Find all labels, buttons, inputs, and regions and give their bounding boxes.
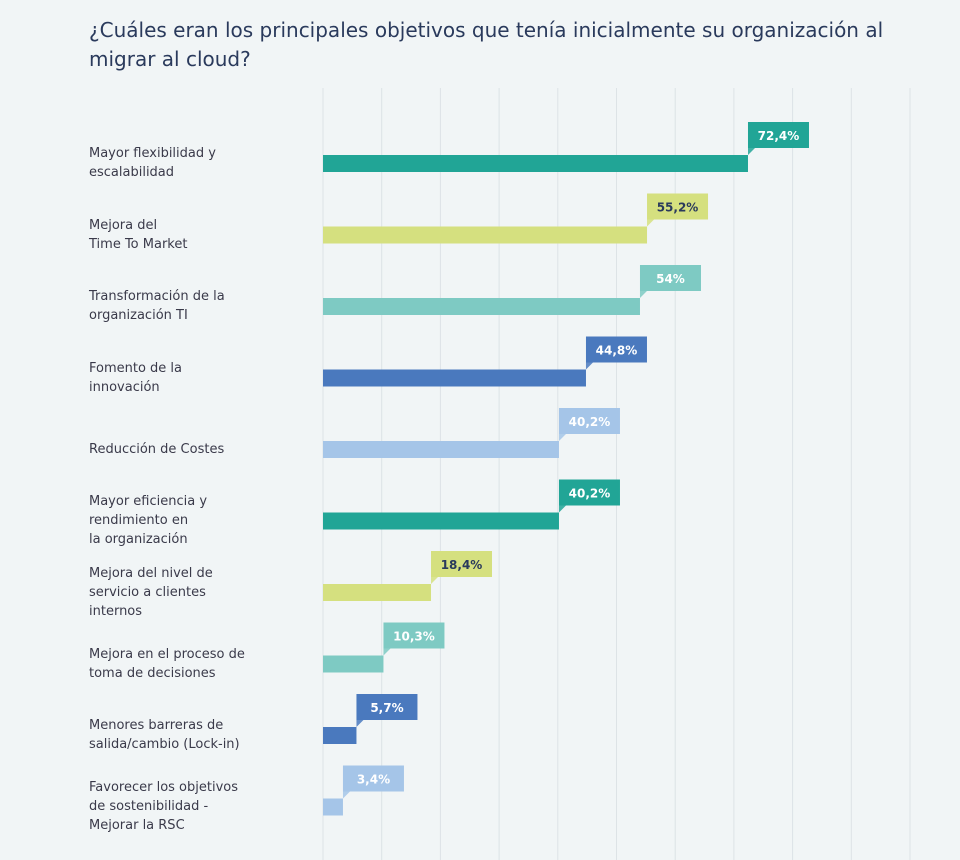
data-label-box (747, 122, 809, 148)
data-label-pointer (639, 291, 647, 298)
data-label-box (431, 551, 493, 577)
bar (323, 155, 748, 172)
data-label-box (383, 622, 445, 649)
data-label: 40,2% (569, 415, 611, 429)
data-label-pointer (383, 648, 391, 656)
data-label-box (342, 765, 404, 792)
data-label: 5,7% (370, 701, 403, 715)
bar (323, 584, 432, 601)
bar (323, 298, 640, 315)
data-label-box (558, 479, 620, 506)
data-label-pointer (342, 791, 350, 799)
data-label: 44,8% (596, 344, 638, 358)
category-label: Favorecer los objetivos de sostenibilida… (89, 780, 238, 833)
data-label-pointer (431, 577, 439, 584)
bar (323, 226, 648, 244)
data-label: 72,4% (758, 129, 800, 143)
data-label-box (558, 408, 620, 434)
data-label-box (356, 694, 418, 720)
category-label: Mejora en el proceso de toma de decision… (89, 646, 245, 681)
category-label: Mejora del nivel de servicio a clientes … (89, 565, 213, 619)
data-label-pointer (585, 362, 593, 370)
category-label: Transformación de la organización TI (89, 289, 225, 323)
category-label: Fomento de la innovación (89, 360, 183, 395)
data-label-pointer (558, 434, 566, 441)
category-label: Menores barreras de salida/cambio (Lock-… (89, 718, 240, 752)
data-label-pointer (356, 720, 364, 727)
data-label-box (639, 265, 701, 291)
category-label: Mejora del Time To Market (89, 217, 188, 252)
data-label-pointer (747, 148, 755, 155)
bar (323, 369, 586, 387)
bar (323, 512, 559, 530)
data-label-box (585, 336, 647, 363)
data-label: 40,2% (569, 487, 611, 501)
data-label: 55,2% (657, 201, 699, 215)
bar (323, 798, 343, 816)
data-label-pointer (558, 505, 566, 513)
bar (323, 441, 559, 458)
category-label: Mayor flexibilidad y escalabilidad (89, 146, 216, 180)
data-label-box (647, 193, 709, 220)
data-label-pointer (647, 219, 655, 227)
bar (323, 727, 357, 744)
data-label: 18,4% (441, 558, 483, 572)
data-label: 54% (656, 272, 685, 286)
category-label: Reducción de Costes (89, 441, 225, 457)
data-label: 10,3% (393, 630, 435, 644)
data-label: 3,4% (357, 773, 390, 787)
category-label: Mayor eficiencia y rendimiento en la org… (89, 494, 208, 547)
bar (323, 655, 384, 673)
chart-title: ¿Cuáles eran los principales objetivos q… (89, 18, 884, 71)
